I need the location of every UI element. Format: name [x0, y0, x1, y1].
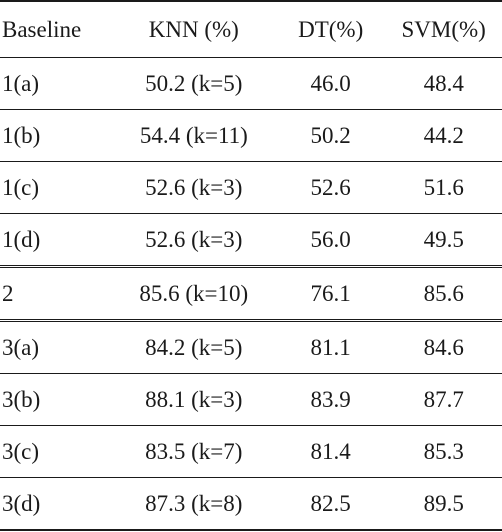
cell-baseline: 1(d): [2, 226, 41, 252]
cell-dt: 83.9: [310, 386, 351, 412]
table-header: Baseline KNN (%) DT(%) SVM(%): [0, 1, 502, 58]
table-row: 2 85.6 (k=10) 76.1 85.6: [0, 267, 502, 321]
cell-knn: 84.2 (k=5): [145, 334, 243, 360]
header-knn: KNN (%): [148, 16, 239, 42]
cell-dt: 82.5: [310, 490, 351, 516]
cell-dt: 76.1: [310, 280, 351, 306]
cell-dt: 81.4: [310, 438, 351, 464]
cell-baseline: 2: [2, 280, 14, 306]
cell-svm: 89.5: [423, 490, 464, 516]
table-row: 3(c) 83.5 (k=7) 81.4 85.3: [0, 426, 502, 478]
table-row: 3(a) 84.2 (k=5) 81.1 84.6: [0, 321, 502, 374]
cell-baseline: 3(d): [2, 490, 41, 516]
cell-knn: 50.2 (k=5): [145, 70, 243, 96]
cell-svm: 85.3: [423, 438, 464, 464]
cell-svm: 85.6: [423, 280, 464, 306]
table-row: 1(d) 52.6 (k=3) 56.0 49.5: [0, 214, 502, 267]
cell-dt: 52.6: [310, 174, 351, 200]
table-body: 1(a) 50.2 (k=5) 46.0 48.4 1(b) 54.4 (k=1…: [0, 58, 502, 530]
cell-svm: 51.6: [423, 174, 464, 200]
header-svm: SVM(%): [401, 16, 486, 42]
cell-knn: 52.6 (k=3): [145, 174, 243, 200]
cell-baseline: 3(c): [2, 438, 40, 464]
header-row: Baseline KNN (%) DT(%) SVM(%): [0, 1, 502, 58]
cell-svm: 44.2: [423, 122, 464, 148]
header-baseline: Baseline: [2, 16, 82, 42]
table-row: 3(d) 87.3 (k=8) 82.5 89.5: [0, 478, 502, 530]
header-dt: DT(%): [298, 16, 364, 42]
cell-svm: 48.4: [423, 70, 464, 96]
cell-baseline: 1(b): [2, 122, 41, 148]
table-row: 3(b) 88.1 (k=3) 83.9 87.7: [0, 374, 502, 426]
cell-svm: 84.6: [423, 334, 464, 360]
cell-knn: 85.6 (k=10): [139, 280, 249, 306]
cell-knn: 83.5 (k=7): [145, 438, 243, 464]
cell-knn: 87.3 (k=8): [145, 490, 243, 516]
table-row: 1(a) 50.2 (k=5) 46.0 48.4: [0, 58, 502, 110]
cell-dt: 56.0: [310, 226, 351, 252]
table-row: 1(b) 54.4 (k=11) 50.2 44.2: [0, 110, 502, 162]
cell-svm: 49.5: [423, 226, 464, 252]
cell-knn: 88.1 (k=3): [145, 386, 243, 412]
cell-baseline: 3(b): [2, 386, 41, 412]
cell-knn: 52.6 (k=3): [145, 226, 243, 252]
cell-dt: 50.2: [310, 122, 351, 148]
cell-baseline: 3(a): [2, 334, 40, 360]
cell-knn: 54.4 (k=11): [139, 122, 248, 148]
cell-svm: 87.7: [423, 386, 464, 412]
cell-dt: 46.0: [310, 70, 351, 96]
cell-baseline: 1(a): [2, 70, 40, 96]
cell-dt: 81.1: [310, 334, 351, 360]
cell-baseline: 1(c): [2, 174, 40, 200]
table-row: 1(c) 52.6 (k=3) 52.6 51.6: [0, 162, 502, 214]
